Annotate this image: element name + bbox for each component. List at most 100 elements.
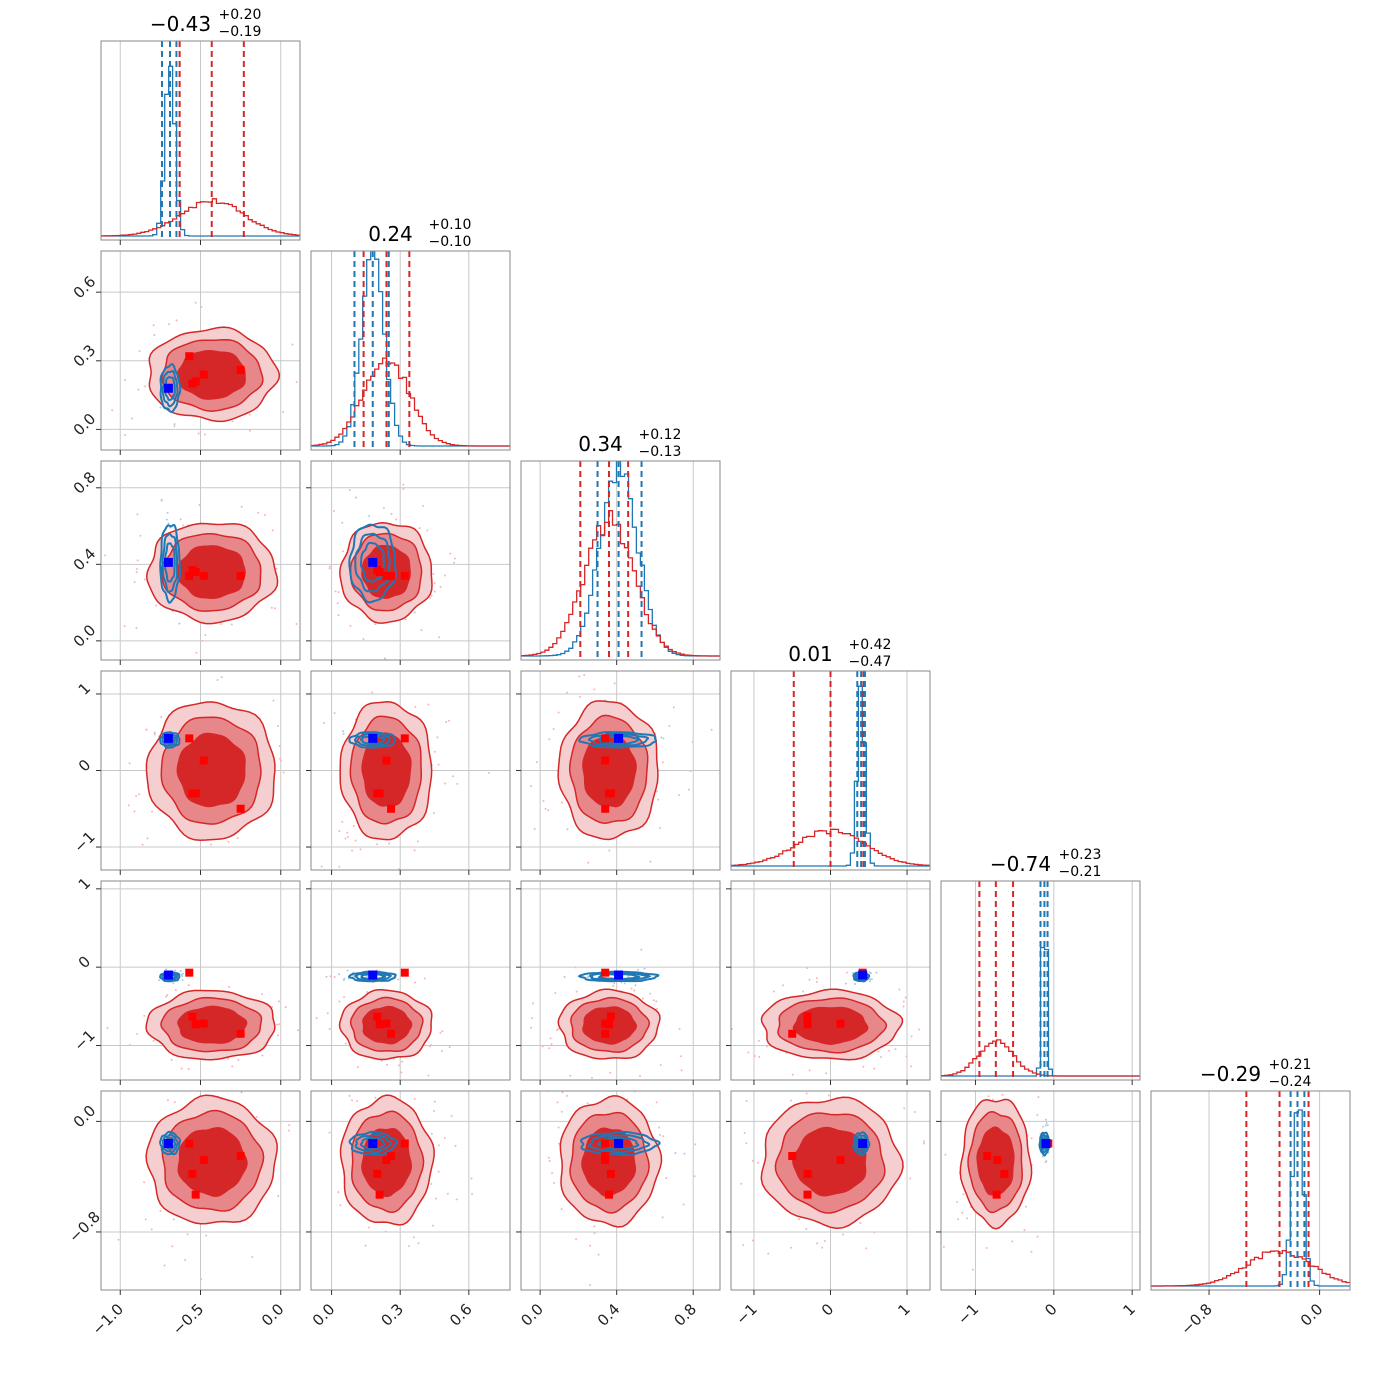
sample-dot	[453, 557, 456, 560]
sample-dot	[1001, 1093, 1004, 1096]
sample-dot	[903, 1107, 906, 1110]
sample-dot	[471, 1192, 474, 1195]
panel-title-0: −0.43	[150, 12, 211, 36]
sample-dot	[873, 1067, 876, 1070]
sample-dot	[655, 1101, 658, 1104]
sample-dot	[130, 417, 133, 420]
sample-dot	[187, 1068, 190, 1071]
sample-dot	[721, 1172, 723, 1174]
red-marker	[199, 370, 208, 379]
sample-dot	[641, 997, 644, 1000]
sample-dot	[333, 712, 336, 715]
sample-dot	[123, 625, 126, 628]
sample-dot	[586, 1102, 589, 1105]
sample-dot	[448, 1046, 451, 1049]
sample-dot	[821, 1246, 824, 1249]
sample-dot	[691, 740, 694, 743]
sample-dot	[408, 1244, 411, 1247]
sample-dot	[566, 691, 569, 694]
sample-dot	[282, 771, 285, 774]
sample-dot	[426, 529, 429, 532]
sample-dot	[200, 1278, 203, 1281]
sample-dot	[364, 1060, 366, 1062]
sample-dot	[418, 527, 421, 530]
sample-dot	[613, 682, 616, 685]
sample-dot	[219, 623, 222, 626]
red-marker	[199, 1156, 208, 1165]
blue-contour	[589, 971, 652, 982]
sample-dot	[455, 1198, 458, 1201]
y-tick-label: −1	[70, 1026, 98, 1054]
blue-contour	[359, 734, 386, 745]
panel-5-2: 0.0 0.4 0.8	[516, 1090, 721, 1330]
title-minus-1: −0.10	[429, 234, 472, 250]
sample-dot	[428, 1045, 431, 1048]
sample-dot	[575, 990, 578, 993]
sample-dot	[1023, 1229, 1026, 1232]
sample-dot	[435, 1197, 438, 1200]
title-plus-0: +0.20	[219, 7, 262, 23]
blue-marker	[368, 1139, 378, 1149]
sample-dot	[166, 511, 169, 514]
sample-dot	[184, 1258, 187, 1261]
sample-dot	[548, 1047, 551, 1050]
sample-dot	[593, 1232, 596, 1235]
blue-contour	[354, 1133, 393, 1154]
red-contour-inner	[177, 1127, 248, 1197]
sample-dot	[342, 732, 345, 735]
sample-dot	[444, 782, 447, 785]
blue-marker	[858, 1139, 868, 1149]
sample-dot	[548, 738, 551, 741]
sample-dot	[659, 826, 662, 829]
red-marker	[375, 1020, 384, 1029]
sample-dot	[855, 1089, 857, 1091]
panel-frame	[310, 1090, 511, 1291]
sample-dot	[332, 509, 335, 512]
sample-dot	[758, 1055, 761, 1058]
sample-dot	[172, 982, 175, 985]
sample-dot	[165, 968, 168, 971]
sample-dot	[694, 1143, 697, 1146]
red-marker	[605, 1190, 614, 1199]
sample-dot	[782, 984, 785, 987]
sample-dot	[216, 679, 219, 682]
sample-dot	[138, 793, 141, 796]
sample-dot	[356, 1100, 359, 1103]
sample-dot	[554, 991, 557, 994]
panel-1-0: 0.0 0.3 0.6	[70, 250, 301, 455]
sample-dot	[166, 1099, 169, 1102]
sample-dot	[133, 810, 136, 813]
sample-dot	[808, 1069, 811, 1072]
sample-dot	[542, 799, 545, 802]
sample-dot	[204, 634, 207, 637]
sample-dot	[416, 840, 419, 843]
red-marker	[185, 968, 194, 977]
red-marker	[185, 352, 194, 361]
sample-dot	[135, 795, 138, 798]
sample-dot	[272, 699, 275, 702]
sample-dot	[231, 420, 234, 423]
sample-dot	[160, 499, 163, 502]
sample-dot	[432, 1224, 435, 1227]
sample-dot	[180, 1067, 183, 1070]
sample-dot	[276, 1034, 279, 1037]
sample-dot	[873, 1231, 876, 1234]
sample-dot	[597, 1253, 600, 1256]
sample-dot	[165, 995, 168, 998]
sample-dot	[556, 1101, 559, 1104]
sample-dot	[541, 1045, 544, 1048]
red-marker	[236, 1151, 245, 1160]
red-marker	[400, 1139, 409, 1148]
sample-dot	[179, 970, 182, 973]
sample-dot	[902, 1000, 905, 1003]
sample-dot	[171, 1245, 174, 1248]
blue-contour	[354, 971, 393, 982]
sample-dot	[153, 333, 156, 336]
sample-dot	[346, 831, 349, 834]
sample-dot	[823, 1239, 826, 1242]
blue-contour	[161, 532, 179, 594]
sample-dot	[139, 534, 142, 537]
panel-frame	[1150, 1090, 1351, 1291]
sample-dot	[356, 1066, 359, 1069]
sample-dot	[398, 1064, 401, 1067]
